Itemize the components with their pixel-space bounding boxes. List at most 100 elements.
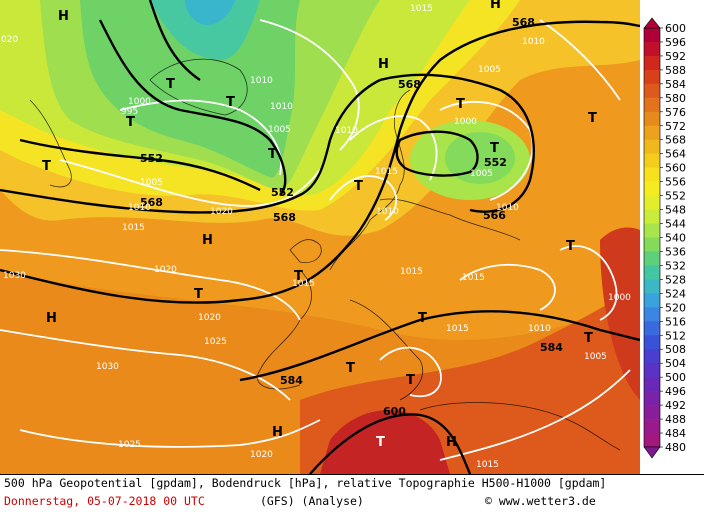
colorbar-swatch <box>644 167 660 182</box>
low-marker: T <box>226 95 235 110</box>
colorbar-swatch <box>644 279 660 294</box>
map-description: 500 hPa Geopotential [gpdam], Bodendruck… <box>4 476 607 490</box>
colorbar-labels: 6005965925885845805765725685645605565525… <box>660 22 686 454</box>
colorbar-label: 536 <box>665 245 686 258</box>
geopotential-label: 584 <box>280 374 303 387</box>
colorbar-swatch <box>644 209 660 224</box>
low-pressure-markers: T T T T T T T T T T T T T T T T T <box>42 77 597 450</box>
low-marker: T <box>194 287 203 302</box>
map-date: Donnerstag, 05-07-2018 00 UTC <box>4 494 205 508</box>
pressure-label: 1000 <box>454 117 477 127</box>
pressure-label: 1010 <box>335 126 358 136</box>
colorbar-bottom-arrow <box>643 446 661 459</box>
colorbar-swatch <box>644 391 660 406</box>
colorbar-label: 496 <box>665 385 686 398</box>
geopotential-label: 552 <box>484 156 507 169</box>
geopotential-label: 568 <box>398 78 421 91</box>
pressure-label: 1005 <box>584 352 607 362</box>
colorbar-swatch <box>644 433 660 448</box>
geopotential-label: 568 <box>273 211 296 224</box>
colorbar-label: 600 <box>665 22 686 35</box>
colorbar-label: 512 <box>665 329 686 342</box>
low-marker: T <box>294 269 303 284</box>
model-info: (GFS) (Analyse) <box>260 494 364 508</box>
colorbar-label: 556 <box>665 176 686 189</box>
colorbar-label: 484 <box>665 427 686 440</box>
colorbar-swatch <box>644 55 660 71</box>
low-marker: T <box>490 141 499 156</box>
low-marker: T <box>354 179 363 194</box>
copyright-link[interactable]: © www.wetter3.de <box>485 494 596 508</box>
colorbar-swatch <box>644 181 660 196</box>
colorbar-swatch <box>644 349 660 364</box>
colorbar-swatch <box>644 111 660 127</box>
pressure-label: 1010 <box>496 203 519 213</box>
pressure-label: 1030 <box>96 362 119 372</box>
colorbar-label: 528 <box>665 273 686 286</box>
colorbar-swatch <box>644 97 660 113</box>
colorbar-label: 540 <box>665 232 686 245</box>
pressure-label: 1015 <box>410 4 433 14</box>
high-pressure-markers: H H H H H H H <box>46 0 501 450</box>
colorbar-swatch <box>644 377 660 392</box>
colorbar-top-arrow <box>643 17 661 29</box>
colorbar-swatch <box>644 139 660 154</box>
pressure-label: 1015 <box>375 167 398 177</box>
geopotential-labels: 568 568 552 552 568 552 568 566 584 584 … <box>140 16 563 418</box>
colorbar-label: 564 <box>665 148 686 161</box>
pressure-label: 1000 <box>608 293 631 303</box>
weather-map: 568 568 552 552 568 552 568 566 584 584 … <box>0 0 640 474</box>
geopotential-label: 584 <box>540 341 563 354</box>
colorbar-label: 592 <box>665 50 686 63</box>
colorbar-label: 588 <box>665 64 686 77</box>
colorbar-swatch <box>644 125 660 141</box>
pressure-label: 1010 <box>522 37 545 47</box>
low-marker: T <box>456 97 465 112</box>
colorbar-swatch <box>644 223 660 238</box>
colorbar-label: 560 <box>665 162 686 175</box>
colorbar-swatch <box>644 405 660 420</box>
colorbar-swatch <box>644 28 660 43</box>
pressure-label: 1020 <box>250 450 273 460</box>
pressure-label: 1015 <box>122 223 145 233</box>
pressure-label: 1005 <box>478 65 501 75</box>
colorbar-label: 500 <box>665 371 686 384</box>
pressure-label: 1010 <box>250 76 273 86</box>
pressure-label: 1030 <box>3 271 26 281</box>
pressure-label: 1020 <box>210 207 233 217</box>
pressure-label: 1010 <box>376 207 399 217</box>
high-marker: H <box>378 57 389 72</box>
colorbar-swatch <box>644 307 660 322</box>
colorbar-label: 480 <box>665 441 686 454</box>
high-marker: H <box>202 233 213 248</box>
colorbar-swatch <box>644 335 660 350</box>
pressure-label: 1020 <box>154 265 177 275</box>
colorbar-label: 580 <box>665 92 686 105</box>
pressure-label: 1000 <box>128 97 151 107</box>
high-marker: H <box>272 425 283 440</box>
colorbar-swatches <box>643 27 661 448</box>
pressure-label: 1005 <box>470 169 493 179</box>
low-marker-white: T <box>376 435 385 450</box>
colorbar-swatch <box>644 153 660 168</box>
colorbar-swatch <box>644 419 660 434</box>
pressure-label: 020 <box>1 35 18 45</box>
low-marker: T <box>166 77 175 92</box>
pressure-label: 1015 <box>476 460 499 470</box>
colorbar-swatch <box>644 83 660 99</box>
colorbar-label: 596 <box>665 36 686 49</box>
low-marker: T <box>588 111 597 126</box>
pressure-label: 1015 <box>400 267 423 277</box>
colorbar-label: 548 <box>665 204 686 217</box>
colorbar-label: 576 <box>665 106 686 119</box>
geopotential-label: 566 <box>483 209 506 222</box>
low-marker: T <box>126 115 135 130</box>
colorbar-label: 572 <box>665 120 686 133</box>
colorbar-swatch <box>644 363 660 378</box>
low-marker: T <box>346 361 355 376</box>
colorbar-swatch <box>644 195 660 210</box>
pressure-label: 1015 <box>292 279 315 289</box>
pressure-label: 1010 <box>270 102 293 112</box>
colorbar-label: 492 <box>665 399 686 412</box>
colorbar-swatch <box>644 69 660 85</box>
